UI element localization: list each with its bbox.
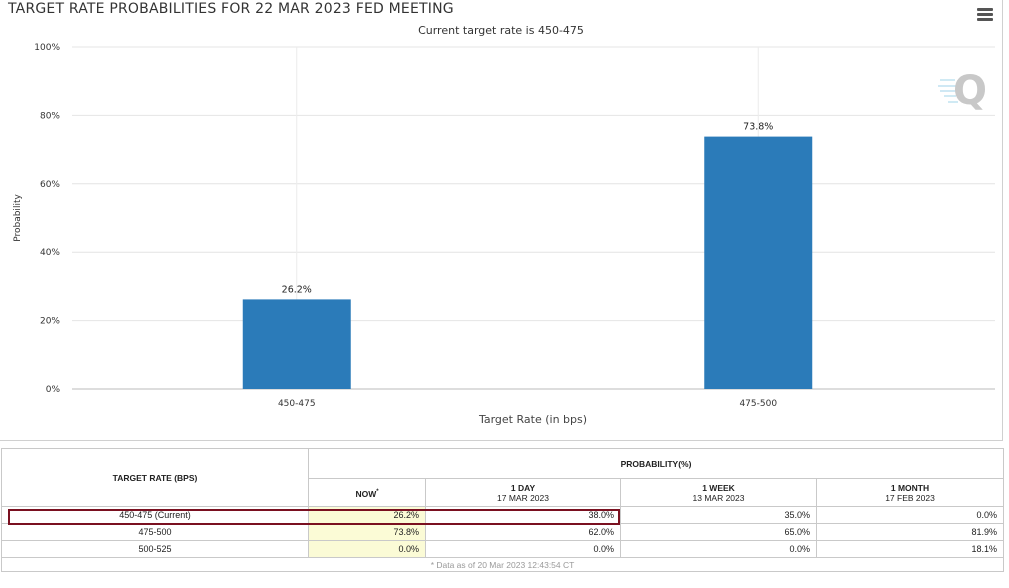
svg-text:Q: Q [953, 68, 987, 114]
probability-cell: 26.2% [308, 506, 426, 524]
y-axis-title: Probability [13, 194, 23, 242]
column-header-label: 1 DAY [510, 482, 536, 493]
probability-cell: 35.0% [620, 506, 817, 524]
probability-cell: 38.0% [425, 506, 621, 524]
target-rate-header: TARGET RATE (BPS) [1, 448, 309, 507]
probability-cell: 0.0% [815, 506, 1005, 524]
probability-cell: 0.0% [308, 540, 426, 558]
data-label: 26.2% [282, 284, 312, 295]
column-header: 1 DAY 17 MAR 2023 [425, 478, 621, 507]
probability-header: PROBABILITY(%) [307, 448, 1005, 479]
y-tick-label: 0% [46, 385, 61, 395]
probability-table-container: TARGET RATE (BPS) PROBABILITY(%) NOW* 1 D… [0, 448, 1005, 572]
data-label: 73.8% [743, 122, 773, 133]
y-tick-label: 80% [40, 111, 60, 121]
target-rate-cell: 450-475 (Current) [1, 506, 309, 524]
probability-cell: 0.0% [620, 540, 817, 558]
probability-table: TARGET RATE (BPS) PROBABILITY(%) NOW* 1 D… [0, 448, 1005, 572]
probability-cell: 65.0% [620, 523, 817, 541]
y-tick-label: 60% [40, 180, 60, 190]
bar-450-475[interactable] [242, 299, 351, 389]
target-rate-cell: 500-525 [1, 540, 309, 558]
probability-cell: 18.1% [815, 540, 1005, 558]
chart-title: TARGET RATE PROBABILITIES FOR 22 MAR 202… [8, 1, 454, 17]
probability-cell: 81.9% [815, 523, 1005, 541]
x-axis-title: Target Rate (in bps) [478, 413, 587, 426]
target-rate-cell: 475-500 [1, 523, 309, 541]
column-header: NOW* [308, 478, 426, 507]
column-header-date: 17 MAR 2023 [497, 492, 549, 503]
x-tick-label: 450-475 [278, 399, 316, 409]
column-header: 1 WEEK 13 MAR 2023 [620, 478, 817, 507]
column-header-label: 1 MONTH [890, 482, 930, 493]
footnote-marker: * [376, 488, 379, 495]
column-header-label: 1 WEEK [702, 482, 735, 493]
table-row: 450-475 (Current) 26.2% 38.0% 35.0% 0.0% [1, 506, 1005, 524]
probability-cell: 0.0% [425, 540, 621, 558]
x-tick-label: 475-500 [739, 399, 777, 409]
y-tick-label: 20% [40, 317, 60, 327]
probability-cell: 62.0% [425, 523, 621, 541]
bar-chart: Q 26.2% 73.8% 0% 20% 40% 60% 80% 100% 450-475 47… [13, 43, 995, 426]
table-row: 475-500 73.8% 62.0% 65.0% 81.9% [1, 523, 1005, 541]
chart-subtitle: Current target rate is 450-475 [418, 24, 584, 37]
column-header: 1 MONTH 17 FEB 2023 [815, 478, 1005, 507]
y-tick-label: 40% [40, 248, 60, 258]
column-header-date: 17 FEB 2023 [885, 492, 935, 503]
cme-q-logo: Q [938, 68, 987, 114]
y-tick-label: 100% [34, 43, 60, 53]
table-row: 500-525 0.0% 0.0% 0.0% 18.1% [1, 540, 1005, 558]
chart-panel: TARGET RATE PROBABILITIES FOR 22 MAR 202… [0, 0, 1003, 441]
column-header-date: 13 MAR 2023 [692, 492, 745, 503]
probability-cell: 73.8% [308, 523, 426, 541]
data-timestamp-footnote: * Data as of 20 Mar 2023 12:43:54 CT [0, 557, 1005, 572]
bar-475-500[interactable] [704, 136, 813, 389]
column-header-label: NOW* [355, 488, 379, 499]
hamburger-menu-icon[interactable] [977, 8, 993, 22]
